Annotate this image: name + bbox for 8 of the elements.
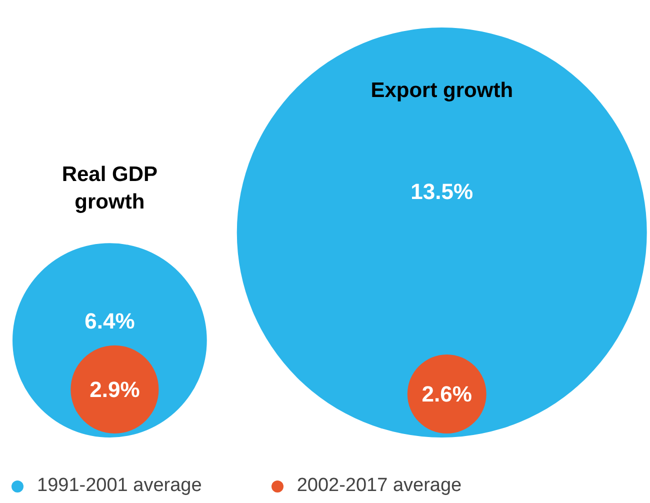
data-label: 13.5%	[410, 179, 474, 204]
data-label: 2.6%	[422, 382, 472, 407]
category-label: Export growth	[370, 79, 514, 102]
data-label: 6.4%	[84, 308, 135, 334]
data-label: 2.9%	[90, 376, 140, 402]
legend-label: 2002-2017 average	[296, 475, 462, 497]
category-label: Real GDP growth	[62, 162, 158, 214]
legend-label: 1991-2001 average	[37, 475, 202, 497]
